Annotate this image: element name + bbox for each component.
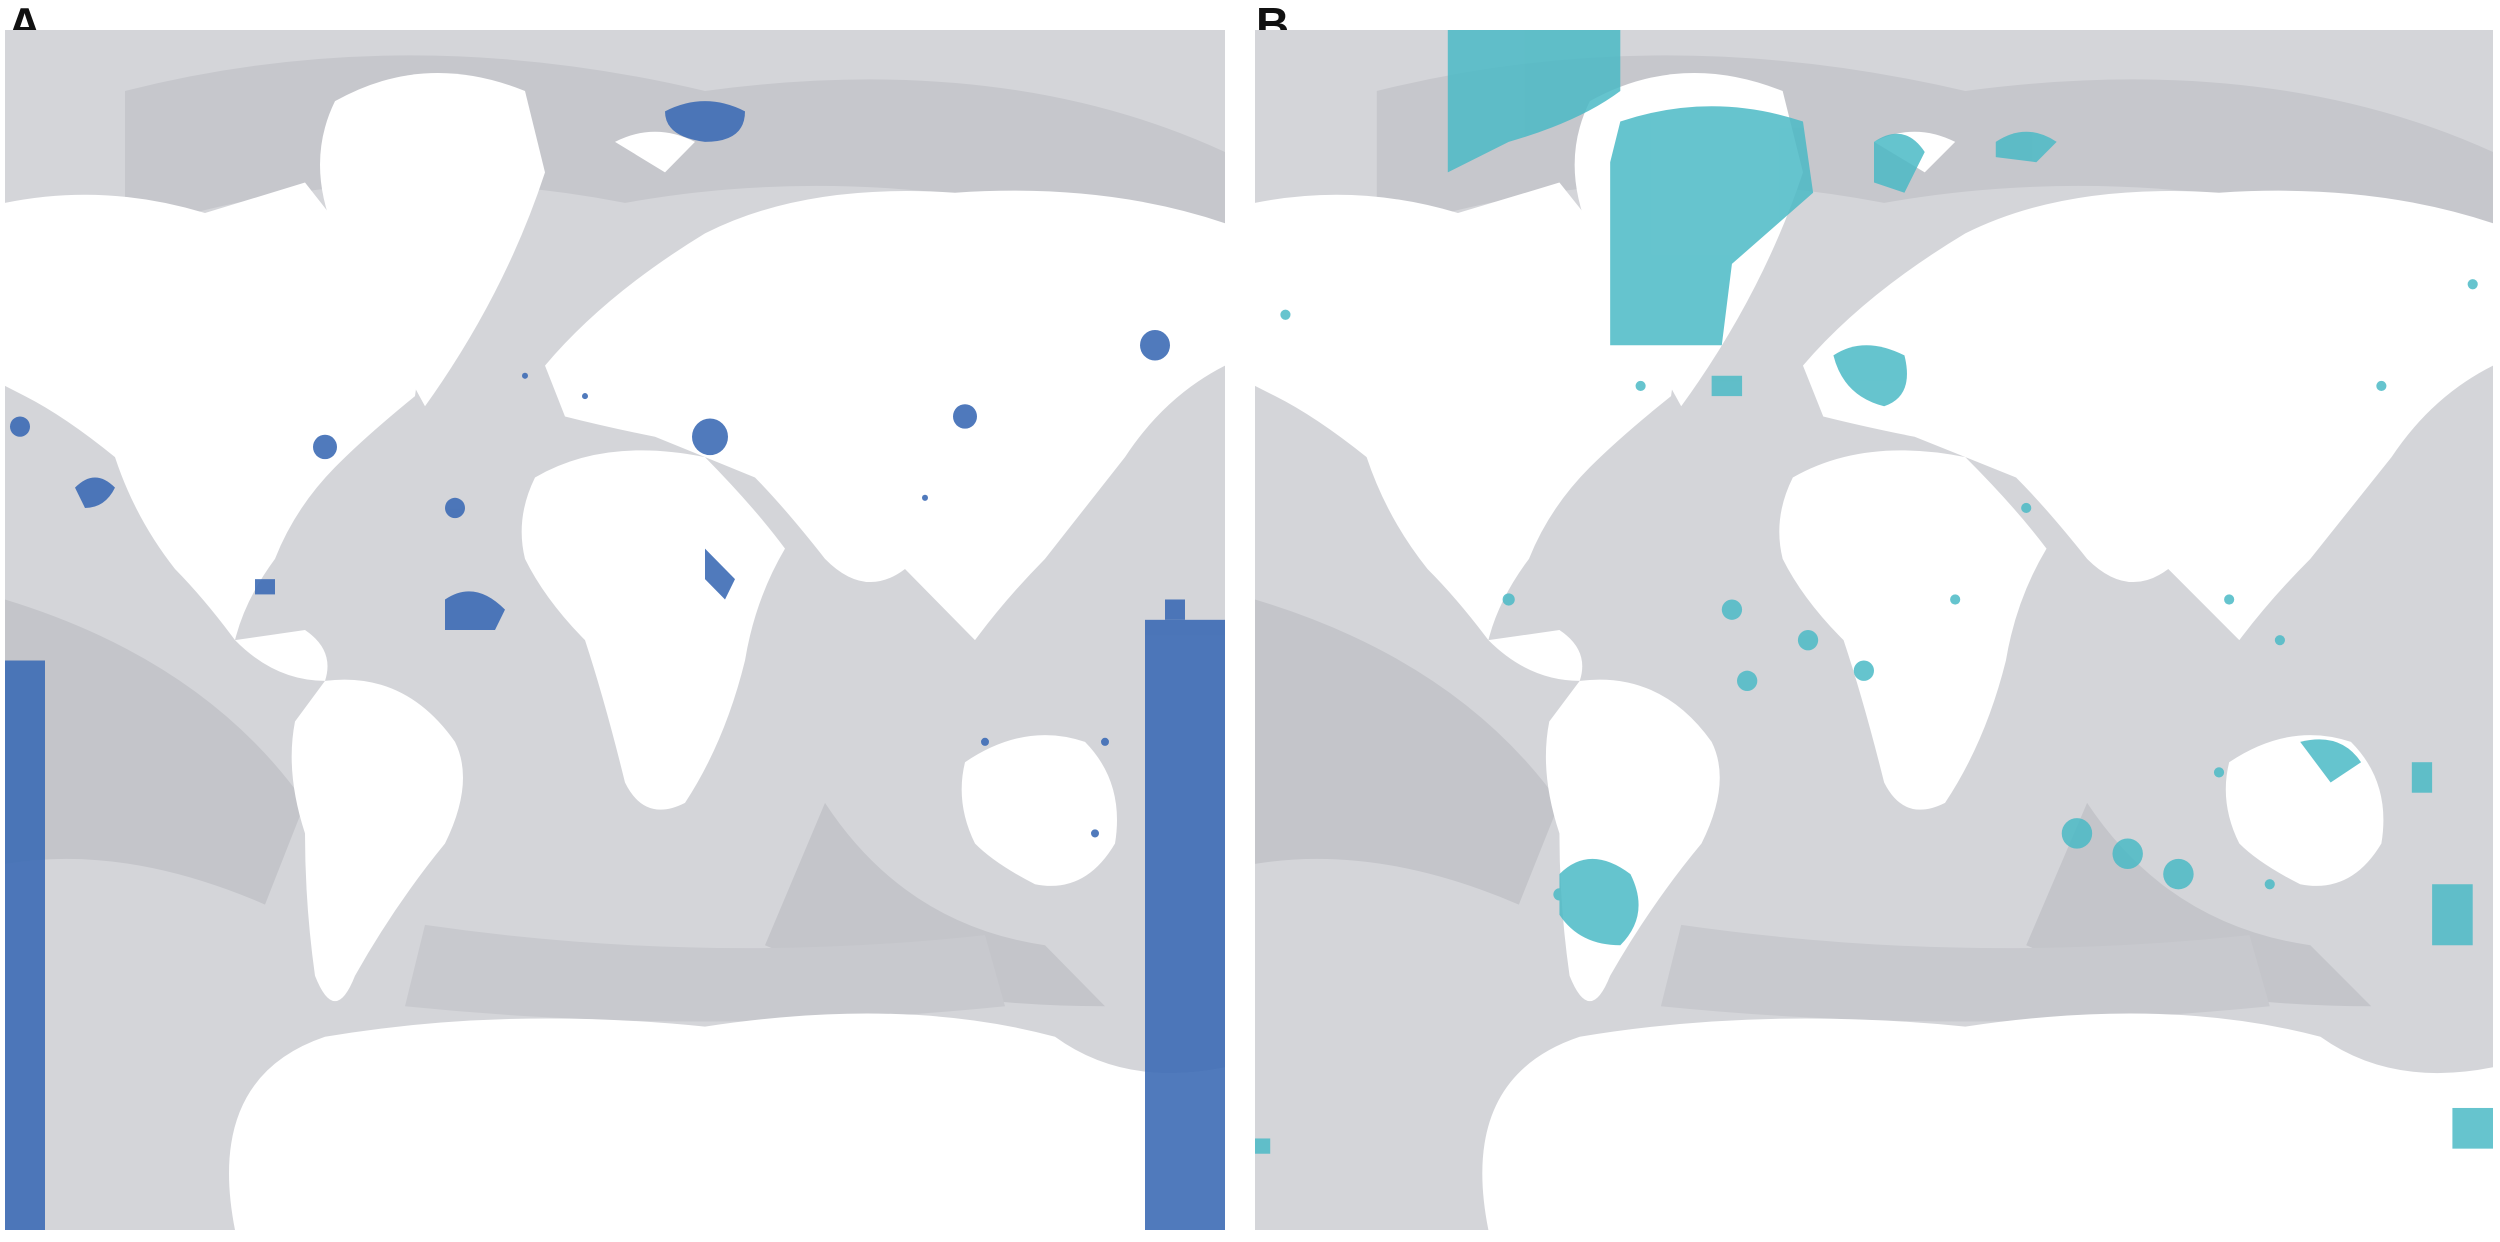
base-map bbox=[5, 30, 1225, 1230]
panel-b: B bbox=[1255, 0, 2493, 1230]
map bbox=[1255, 30, 2493, 1230]
base-map bbox=[1255, 30, 2493, 1230]
protected-areas bbox=[5, 101, 1225, 1230]
map bbox=[5, 30, 1225, 1230]
protected-areas bbox=[1255, 30, 2493, 1154]
panel-a: A bbox=[5, 0, 1225, 1230]
